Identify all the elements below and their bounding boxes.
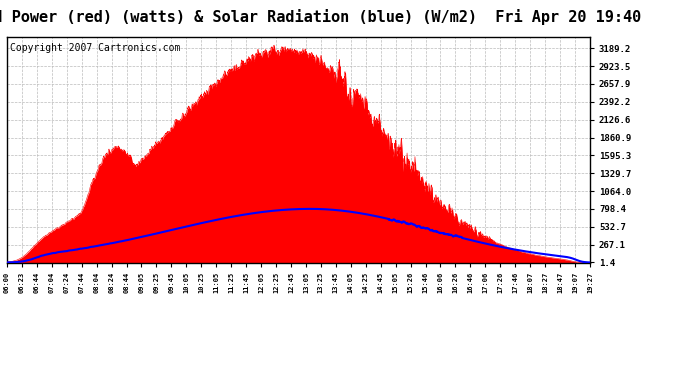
Text: Copyright 2007 Cartronics.com: Copyright 2007 Cartronics.com [10, 43, 180, 53]
Text: Grid Power (red) (watts) & Solar Radiation (blue) (W/m2)  Fri Apr 20 19:40: Grid Power (red) (watts) & Solar Radiati… [0, 9, 641, 26]
